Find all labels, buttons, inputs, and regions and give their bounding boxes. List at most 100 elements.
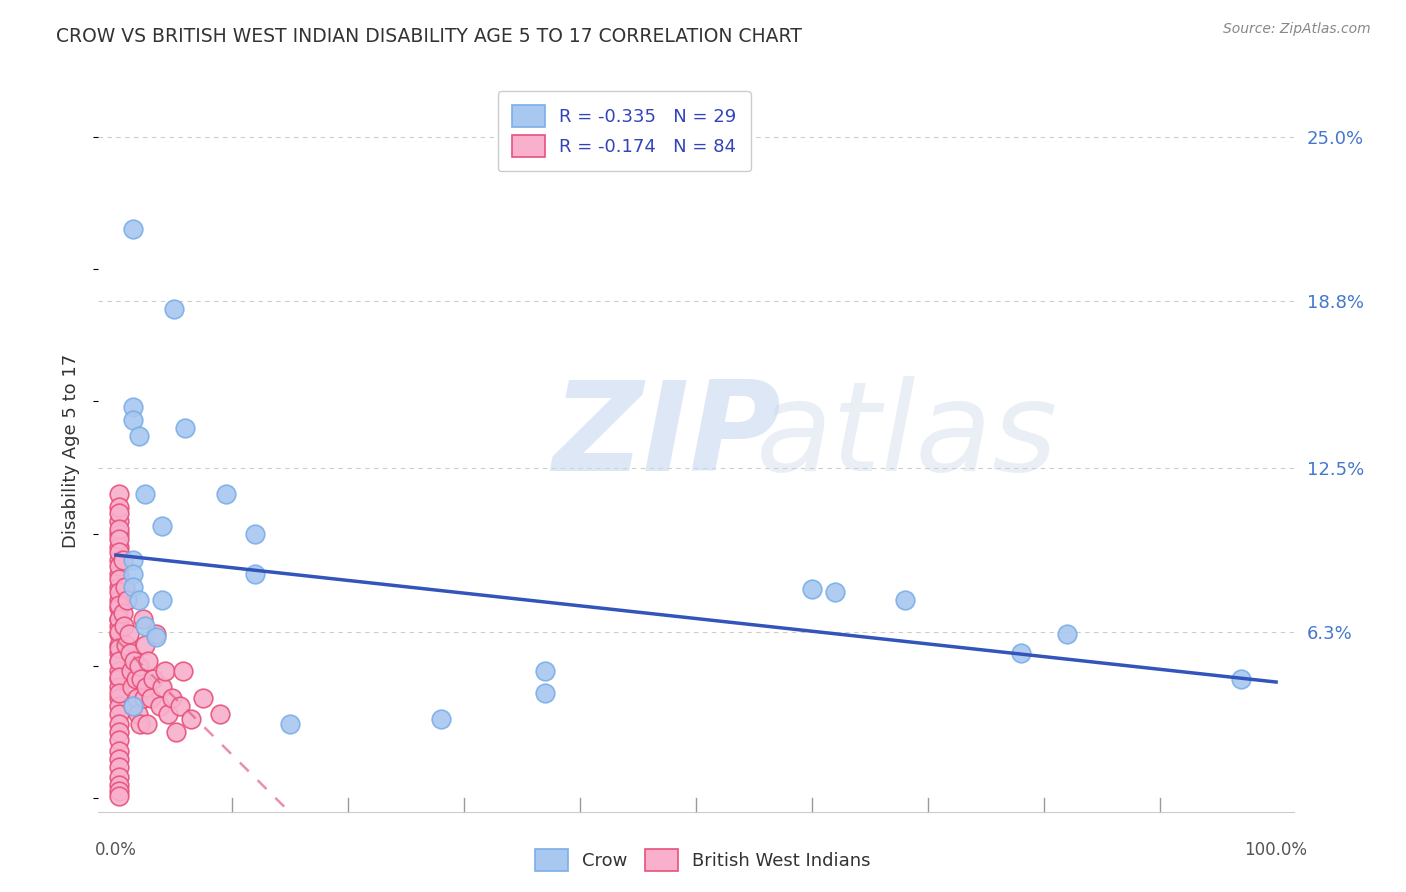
Point <box>534 665 557 679</box>
Point <box>108 698 131 713</box>
Point <box>122 566 145 581</box>
Point <box>132 690 155 705</box>
Point <box>108 654 131 668</box>
Point <box>145 630 167 644</box>
Point <box>108 654 131 668</box>
Point <box>135 681 157 695</box>
Point <box>165 725 187 739</box>
Point <box>150 519 173 533</box>
Point <box>108 770 131 784</box>
Point <box>134 619 156 633</box>
Point <box>108 611 131 625</box>
Point <box>122 580 145 594</box>
Text: ZIP: ZIP <box>553 376 782 497</box>
Point <box>150 681 173 695</box>
Point <box>108 580 131 594</box>
Point <box>1230 673 1253 687</box>
Point <box>122 222 145 236</box>
Point <box>139 690 162 705</box>
Point <box>112 619 135 633</box>
Point <box>163 301 186 316</box>
Point <box>149 698 172 713</box>
Point <box>209 706 232 721</box>
Point <box>278 717 301 731</box>
Point <box>108 566 131 581</box>
Point <box>122 413 145 427</box>
Point <box>108 725 131 739</box>
Point <box>125 690 148 705</box>
Point <box>108 500 131 515</box>
Point <box>111 606 134 620</box>
Point <box>124 654 146 668</box>
Point <box>114 580 136 594</box>
Point <box>157 706 180 721</box>
Point <box>129 717 152 731</box>
Point <box>108 601 131 615</box>
Text: 0.0%: 0.0% <box>94 841 136 859</box>
Legend: Crow, British West Indians: Crow, British West Indians <box>527 842 879 879</box>
Point <box>108 760 131 774</box>
Point <box>108 733 131 747</box>
Point <box>131 673 153 687</box>
Point <box>150 593 173 607</box>
Point <box>243 526 266 541</box>
Text: CROW VS BRITISH WEST INDIAN DISABILITY AGE 5 TO 17 CORRELATION CHART: CROW VS BRITISH WEST INDIAN DISABILITY A… <box>56 27 801 45</box>
Point <box>191 690 214 705</box>
Point <box>120 665 142 679</box>
Point <box>142 673 165 687</box>
Point <box>108 572 131 586</box>
Point <box>108 778 131 792</box>
Point <box>108 487 131 501</box>
Legend: R = -0.335   N = 29, R = -0.174   N = 84: R = -0.335 N = 29, R = -0.174 N = 84 <box>498 91 751 171</box>
Point <box>108 506 131 520</box>
Text: Source: ZipAtlas.com: Source: ZipAtlas.com <box>1223 22 1371 37</box>
Point <box>108 640 131 655</box>
Point <box>243 566 266 581</box>
Point <box>169 698 191 713</box>
Point <box>108 685 131 699</box>
Point <box>108 619 131 633</box>
Point <box>108 690 131 705</box>
Point <box>534 685 557 699</box>
Text: 100.0%: 100.0% <box>1244 841 1308 859</box>
Point <box>108 514 131 528</box>
Point <box>145 627 167 641</box>
Point <box>131 611 153 625</box>
Point <box>108 744 131 758</box>
Point <box>108 638 131 652</box>
Point <box>180 712 202 726</box>
Point <box>1010 646 1032 660</box>
Point <box>118 646 141 660</box>
Point <box>122 698 145 713</box>
Point <box>108 526 131 541</box>
Point <box>160 690 183 705</box>
Point <box>801 582 824 597</box>
Point <box>108 646 131 660</box>
Point <box>108 553 131 567</box>
Point <box>108 522 131 536</box>
Point <box>128 659 150 673</box>
Point <box>108 706 131 721</box>
Point <box>108 681 131 695</box>
Point <box>108 585 131 599</box>
Point <box>108 593 131 607</box>
Point <box>429 712 451 726</box>
Point <box>136 654 159 668</box>
Point <box>174 421 197 435</box>
Point <box>108 532 131 546</box>
Point <box>108 599 131 613</box>
Y-axis label: Disability Age 5 to 17: Disability Age 5 to 17 <box>62 353 80 548</box>
Point <box>1056 627 1078 641</box>
Point <box>215 487 238 501</box>
Point <box>122 698 145 713</box>
Point <box>136 717 159 731</box>
Point <box>824 585 846 599</box>
Point <box>108 558 131 573</box>
Point <box>108 624 131 639</box>
Point <box>122 400 145 414</box>
Point <box>108 611 131 625</box>
Point <box>134 638 156 652</box>
Point <box>111 553 134 567</box>
Text: atlas: atlas <box>756 376 1057 497</box>
Point <box>108 789 131 803</box>
